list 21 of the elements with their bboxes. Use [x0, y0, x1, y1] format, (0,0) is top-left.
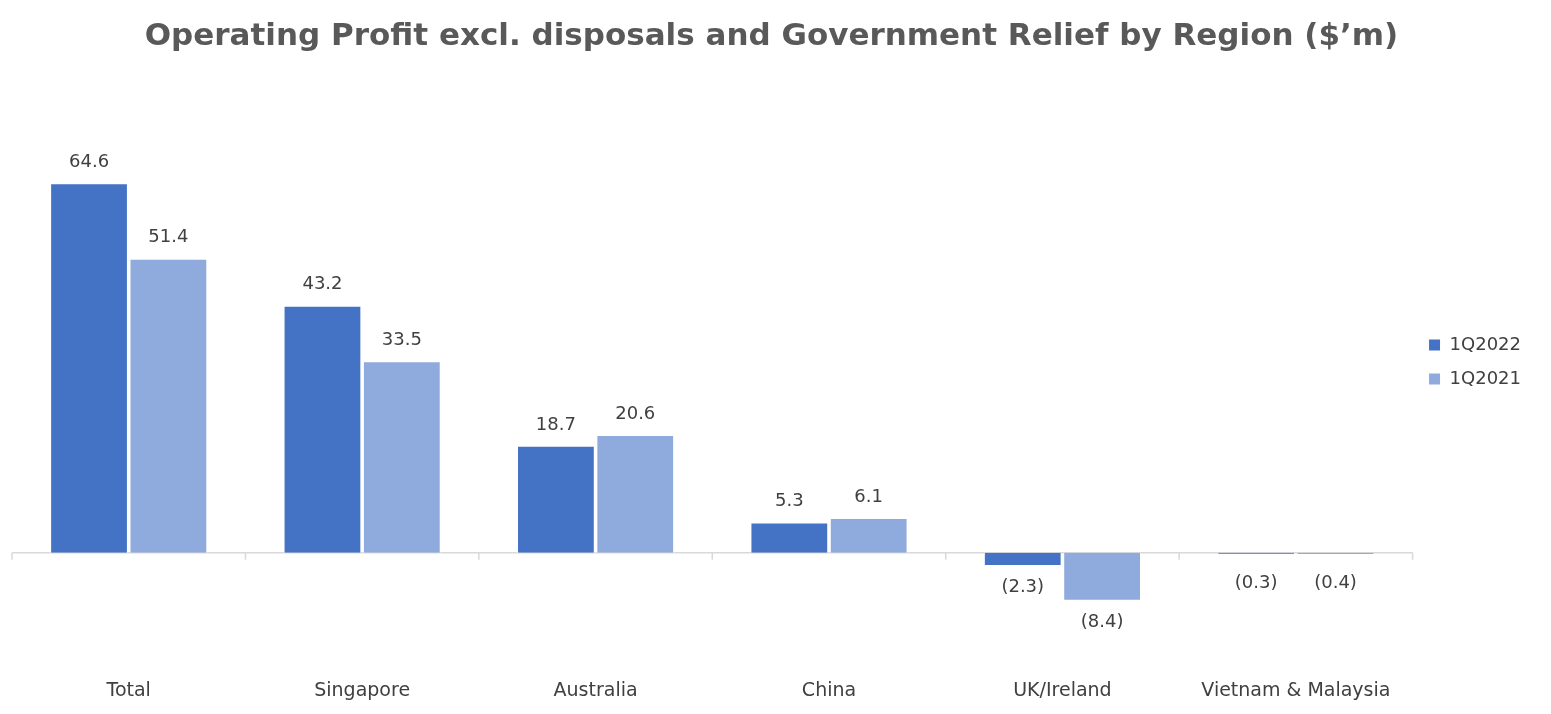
- data-label: 64.6: [68, 149, 110, 171]
- data-label: 51.4: [148, 225, 189, 247]
- data-label: (8.4): [1080, 609, 1124, 631]
- legend-label: 1Q2022: [1449, 332, 1522, 354]
- chart-title: Operating Profit excl. disposals and Government Relief by Region ($’m): [144, 15, 1399, 52]
- data-label: (2.3): [1001, 574, 1045, 596]
- data-label: 33.5: [381, 327, 422, 349]
- x-tick-label: Singapore: [314, 677, 411, 700]
- x-tick-label: Australia: [553, 677, 638, 700]
- x-tick-label: UK/Ireland: [1013, 677, 1112, 700]
- x-tick-label: Vietnam & Malaysia: [1201, 677, 1391, 700]
- data-label: (0.4): [1314, 571, 1357, 593]
- data-label: (0.3): [1234, 571, 1278, 593]
- data-label: 43.2: [302, 272, 343, 294]
- data-label: 18.7: [535, 412, 576, 434]
- data-label: 20.6: [615, 401, 656, 423]
- data-label: 5.3: [775, 489, 804, 511]
- legend-label: 1Q2021: [1449, 366, 1522, 388]
- x-tick-label: China: [801, 677, 857, 700]
- x-tick-label: Total: [105, 677, 151, 700]
- data-label: 6.1: [854, 484, 883, 506]
